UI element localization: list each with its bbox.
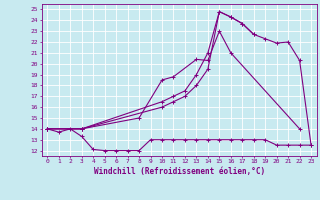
X-axis label: Windchill (Refroidissement éolien,°C): Windchill (Refroidissement éolien,°C) [94,167,265,176]
